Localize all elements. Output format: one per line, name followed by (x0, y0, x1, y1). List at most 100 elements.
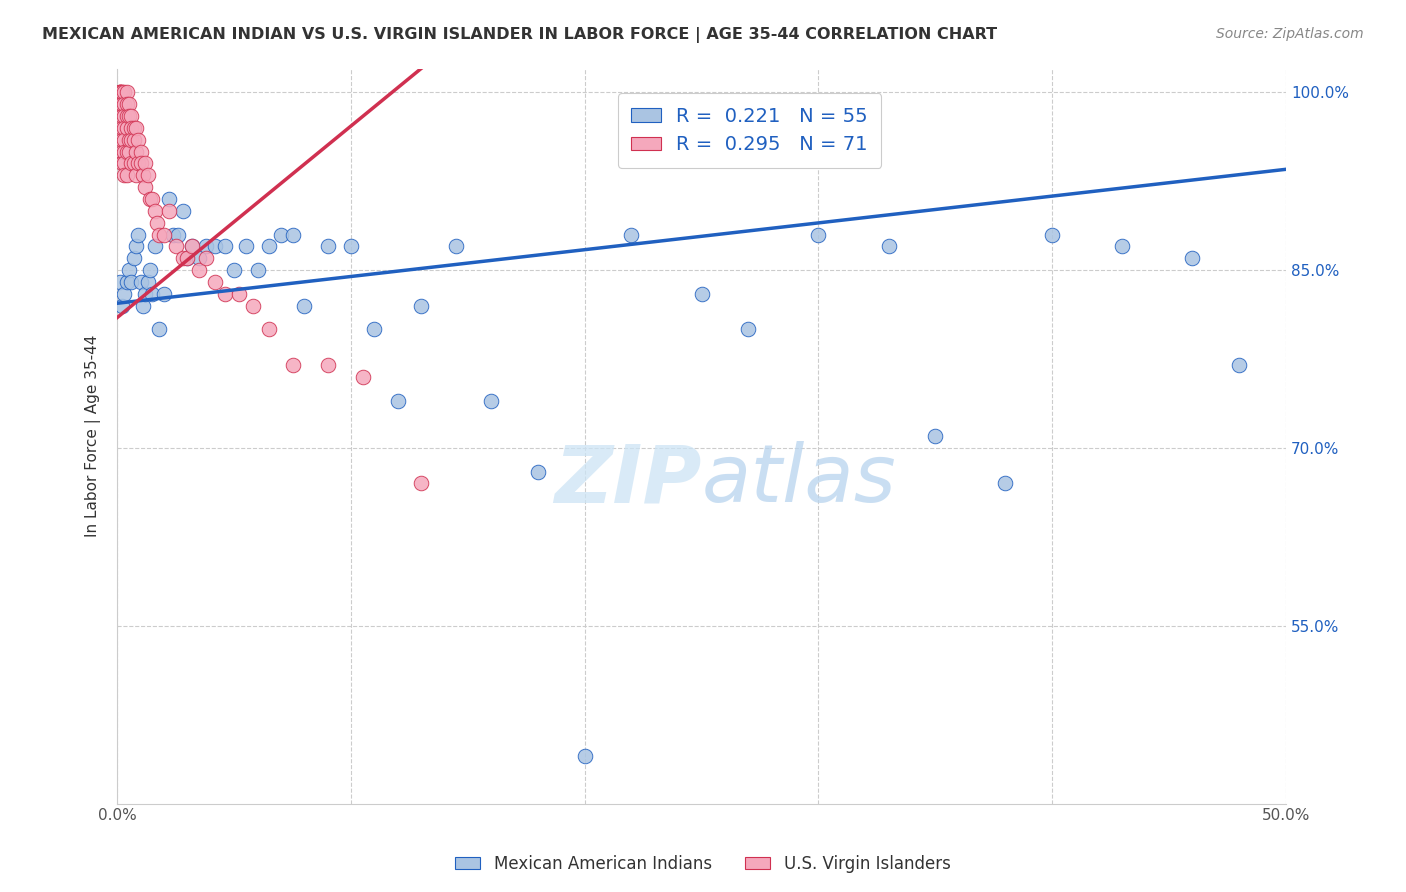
Point (115, 109, 138, 123)
Point (115, 145, 138, 159)
Point (120, 133, 142, 147)
Point (108, 85, 131, 99)
Point (129, 145, 152, 159)
Point (352, 369, 374, 384)
Point (1111, 239, 1133, 253)
Point (112, 109, 135, 123)
Point (994, 476, 1017, 491)
Point (108, 85, 131, 99)
Point (153, 227, 176, 242)
Point (246, 263, 269, 277)
Point (214, 286, 236, 301)
Point (115, 85, 138, 99)
Point (143, 239, 166, 253)
Point (188, 263, 211, 277)
Point (118, 133, 141, 147)
Point (122, 251, 145, 265)
Point (148, 322, 170, 336)
Point (115, 168, 138, 182)
Point (141, 286, 163, 301)
Point (112, 168, 135, 182)
Point (125, 239, 148, 253)
Point (118, 109, 141, 123)
Point (690, 286, 713, 301)
Point (1181, 251, 1204, 265)
Point (108, 85, 131, 99)
Point (134, 156, 156, 170)
Point (195, 251, 218, 265)
Point (281, 358, 304, 372)
Point (204, 275, 226, 289)
Point (363, 322, 385, 336)
Point (292, 299, 315, 313)
Point (153, 286, 176, 301)
Point (195, 239, 218, 253)
Point (167, 227, 190, 242)
Point (281, 227, 304, 242)
Point (340, 239, 363, 253)
Point (257, 239, 280, 253)
Point (157, 192, 180, 206)
Point (115, 120, 138, 135)
Point (125, 145, 148, 159)
Text: MEXICAN AMERICAN INDIAN VS U.S. VIRGIN ISLANDER IN LABOR FORCE | AGE 35-44 CORRE: MEXICAN AMERICAN INDIAN VS U.S. VIRGIN I… (42, 27, 997, 43)
Point (479, 393, 502, 408)
Point (108, 275, 131, 289)
Point (112, 85, 135, 99)
Point (134, 180, 156, 194)
Point (120, 120, 142, 135)
Point (162, 227, 184, 242)
Point (118, 97, 141, 112)
Point (316, 239, 339, 253)
Point (139, 192, 162, 206)
Point (115, 97, 138, 112)
Point (1227, 358, 1250, 372)
Point (181, 239, 204, 253)
Text: ZIP: ZIP (554, 442, 702, 519)
Point (574, 749, 596, 764)
Point (112, 120, 135, 135)
Point (118, 145, 141, 159)
Point (112, 156, 135, 170)
Point (157, 203, 180, 218)
Point (115, 275, 138, 289)
Point (270, 227, 292, 242)
Point (111, 109, 134, 123)
Point (235, 239, 257, 253)
Point (111, 85, 134, 99)
Point (620, 227, 643, 242)
Point (127, 156, 149, 170)
Point (122, 120, 145, 135)
Point (134, 286, 156, 301)
Point (136, 275, 159, 289)
Point (122, 156, 145, 170)
Point (242, 299, 264, 313)
Point (176, 251, 198, 265)
Point (127, 227, 149, 242)
Legend: R =  0.221   N = 55, R =  0.295   N = 71: R = 0.221 N = 55, R = 0.295 N = 71 (617, 93, 882, 168)
Point (111, 120, 134, 135)
Point (132, 168, 155, 182)
Point (112, 145, 135, 159)
Point (111, 145, 134, 159)
Text: atlas: atlas (702, 442, 897, 519)
Point (172, 251, 194, 265)
Point (112, 286, 135, 301)
Point (181, 239, 204, 253)
Point (108, 85, 131, 99)
Point (924, 429, 946, 443)
Point (148, 227, 170, 242)
Point (165, 239, 187, 253)
Point (527, 465, 550, 479)
Point (228, 286, 250, 301)
Point (176, 251, 198, 265)
Point (111, 299, 134, 313)
Point (127, 133, 149, 147)
Point (111, 85, 134, 99)
Point (111, 156, 134, 170)
Point (257, 322, 280, 336)
Point (737, 322, 759, 336)
Point (387, 393, 409, 408)
Point (1040, 227, 1063, 242)
Point (132, 299, 155, 313)
